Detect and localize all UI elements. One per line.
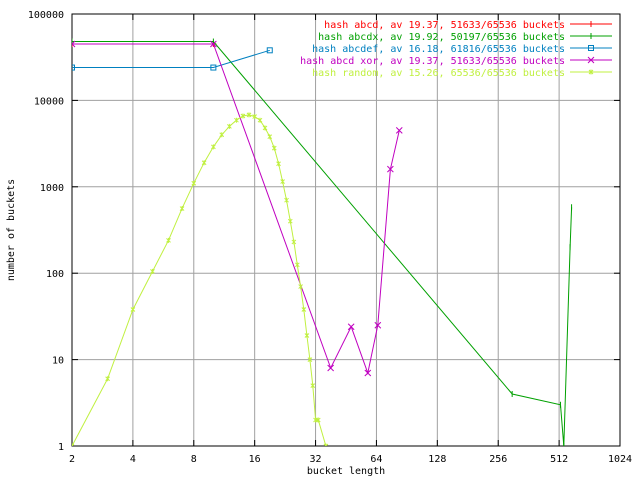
- y-tick-label: 100: [46, 269, 64, 280]
- data-point: [150, 268, 155, 274]
- x-tick-label: 32: [310, 454, 322, 465]
- data-point: [219, 132, 225, 138]
- data-point: [304, 333, 310, 339]
- data-point: [130, 307, 136, 313]
- x-tick-label: 4: [130, 454, 136, 465]
- data-point: [240, 113, 246, 119]
- data-point: [166, 237, 171, 243]
- data-point: [307, 357, 313, 363]
- data-point: [387, 165, 394, 173]
- data-point: [315, 417, 321, 423]
- x-tick-label: 128: [428, 454, 446, 465]
- data-point: [301, 307, 307, 313]
- data-point: [280, 179, 285, 185]
- x-tick-label: 64: [370, 454, 382, 465]
- y-tick-label: 1000: [40, 183, 64, 194]
- series-5: [72, 112, 329, 446]
- series-line: [72, 114, 327, 446]
- plot-frame: [71, 13, 621, 447]
- legend-label: hash abcdx, av 19.92, 50197/65536 bucket…: [318, 32, 565, 43]
- data-point: [284, 197, 289, 203]
- legend: hash abcd, av 19.37, 51633/65536 buckets…: [300, 20, 612, 79]
- x-tick-label: 512: [550, 454, 568, 465]
- y-tick-label: 1: [58, 442, 64, 453]
- data-point: [105, 376, 110, 382]
- data-point: [310, 383, 316, 389]
- y-tick-label: 10000: [34, 96, 64, 107]
- x-tick-label: 2: [69, 454, 75, 465]
- data-point: [267, 134, 273, 140]
- series-4: [72, 40, 403, 377]
- legend-marker: [588, 21, 594, 27]
- data-point: [374, 321, 382, 329]
- data-point: [395, 127, 403, 134]
- data-point: [227, 123, 232, 129]
- data-point: [271, 145, 277, 151]
- data-point: [266, 47, 273, 54]
- x-tick-label: 16: [249, 454, 261, 465]
- data-point: [72, 64, 75, 71]
- data-point: [364, 369, 372, 377]
- y-tick-label: 100000: [28, 10, 64, 21]
- y-tick-label: 10: [52, 356, 64, 367]
- data-point: [287, 218, 293, 224]
- data-point: [276, 161, 281, 167]
- data-point: [210, 64, 217, 71]
- data-point: [211, 144, 216, 150]
- data-point: [262, 125, 268, 131]
- data-point: [72, 40, 76, 48]
- legend-marker: [588, 45, 594, 51]
- legend-label: hash abcd, av 19.37, 51633/65536 buckets: [324, 20, 565, 31]
- y-axis-label: number of buckets: [6, 179, 17, 281]
- legend-label: hash random, av 15.26, 65536/65536 bucke…: [312, 68, 565, 79]
- legend-marker: [587, 56, 595, 64]
- series-line: [72, 43, 400, 375]
- data-point: [179, 206, 185, 212]
- data-point: [72, 443, 75, 446]
- series-3: [72, 47, 273, 71]
- data-point: [347, 323, 355, 331]
- data-point: [234, 117, 239, 123]
- data-point: [257, 117, 263, 123]
- x-axis-label: bucket length: [307, 466, 385, 477]
- legend-marker: [588, 69, 594, 75]
- legend-label: hash abcdef, av 16.18, 61816/65536 bucke…: [312, 44, 565, 55]
- data-point: [327, 364, 335, 372]
- data-point: [246, 112, 252, 118]
- legend-label: hash abcd xor, av 19.37, 51633/65536 buc…: [300, 56, 565, 67]
- x-tick-label: 8: [191, 454, 197, 465]
- data-point: [201, 160, 207, 166]
- series-line: [72, 49, 270, 68]
- x-tick-label: 256: [489, 454, 507, 465]
- data-point: [323, 443, 329, 446]
- data-point: [291, 239, 297, 245]
- data-point: [298, 284, 303, 290]
- data-point: [294, 262, 300, 268]
- x-tick-label: 1024: [608, 454, 632, 465]
- series-line: [72, 41, 573, 446]
- data-point: [252, 114, 258, 120]
- data-point: [191, 180, 197, 186]
- data-point: [210, 40, 217, 48]
